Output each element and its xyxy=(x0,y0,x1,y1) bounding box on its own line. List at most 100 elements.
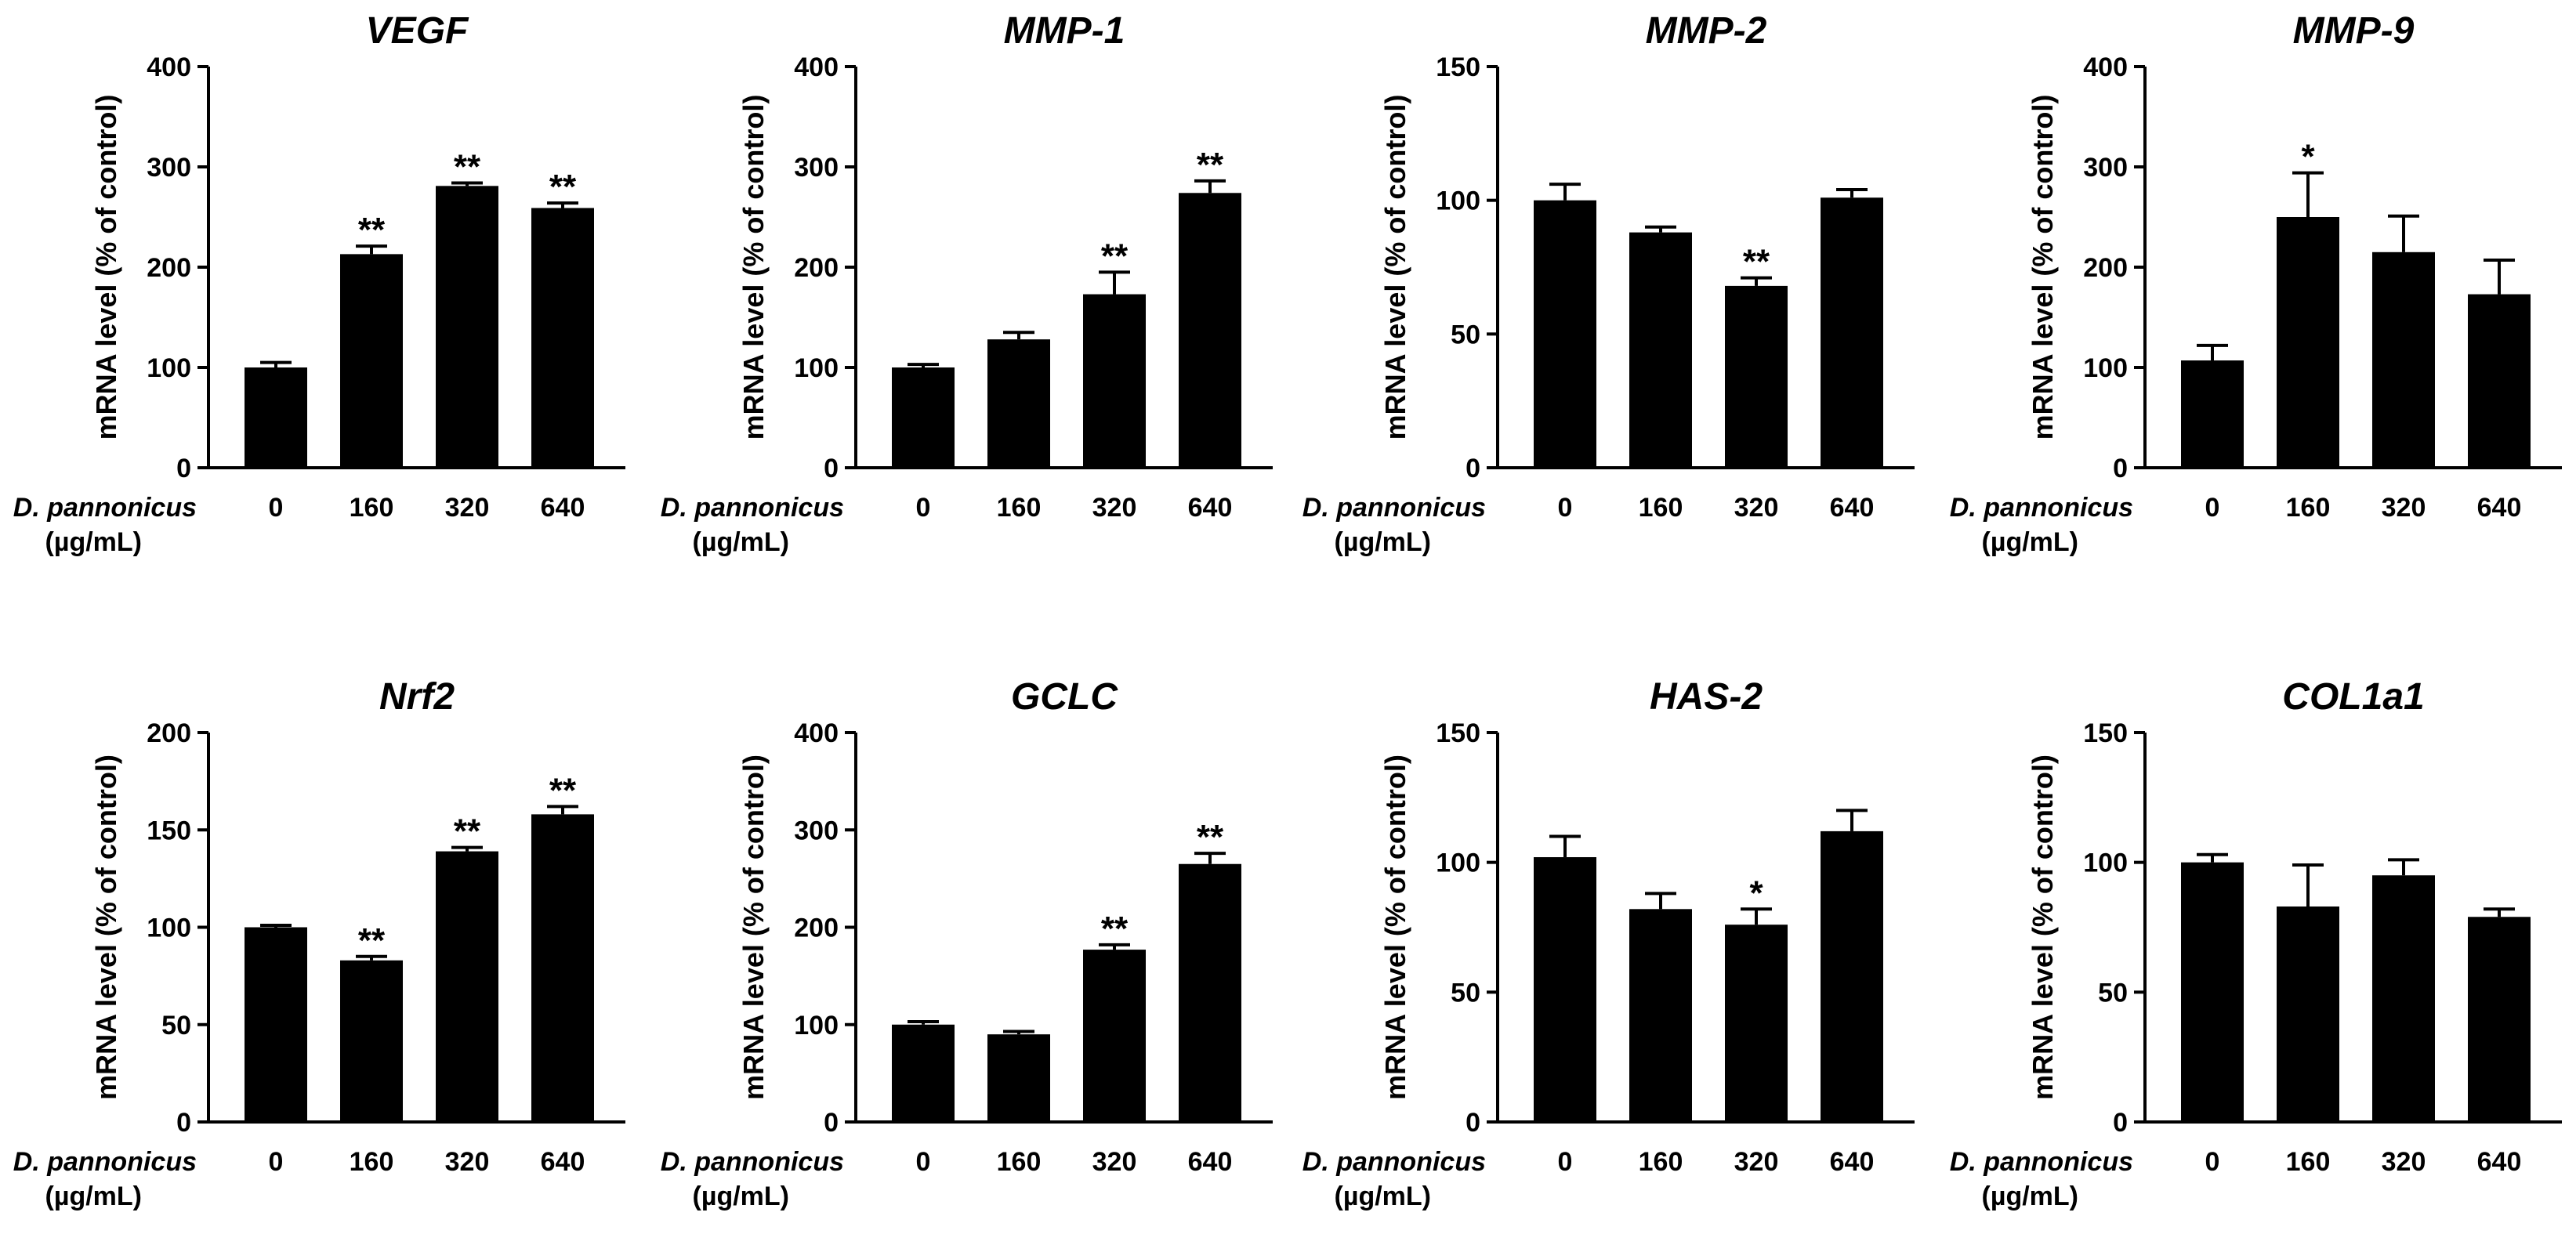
y-axis-label: mRNA level (% of control) xyxy=(2027,95,2059,440)
bar xyxy=(1725,285,1788,468)
y-axis-label: mRNA level (% of control) xyxy=(737,95,770,440)
y-tick-label: 0 xyxy=(176,1108,191,1138)
y-tick-label: 0 xyxy=(2113,1108,2128,1138)
bar xyxy=(1179,193,1241,468)
bar xyxy=(1821,831,1883,1122)
significance-label: ** xyxy=(454,812,481,851)
significance-label: ** xyxy=(1101,237,1129,275)
bar xyxy=(245,367,307,468)
bar xyxy=(1083,294,1146,468)
chart-mmp-9: MMP-9 0 100 200 300 400 mRNA level (% of contr… xyxy=(1950,10,2562,557)
chart-title: VEGF xyxy=(366,10,469,52)
x-tick-label: 160 xyxy=(997,493,1042,523)
x-tick-label: 0 xyxy=(269,1147,284,1177)
x-tick-label: 320 xyxy=(2382,493,2426,523)
significance-label: ** xyxy=(1743,243,1770,281)
x-axis-label: D. pannonicus xyxy=(661,1147,844,1177)
x-tick-label: 640 xyxy=(541,493,585,523)
y-tick-label: 100 xyxy=(794,353,839,383)
significance-label: ** xyxy=(454,147,481,186)
chart-title: HAS-2 xyxy=(1650,676,1763,718)
bar xyxy=(1534,200,1596,468)
x-tick-label: 640 xyxy=(1830,493,1875,523)
chart-vegf: VEGF 0 100 200 300 400 mRNA level (% of contro… xyxy=(13,10,625,557)
x-axis-unit-label: (µg/mL) xyxy=(1335,1182,1431,1211)
chart-nrf2: Nrf2 0 50 100 150 200 mRNA level (% of control… xyxy=(13,676,625,1211)
y-axis-label: mRNA level (% of control) xyxy=(1379,755,1411,1100)
bar xyxy=(436,186,498,468)
bar xyxy=(1534,857,1596,1122)
y-tick-label: 300 xyxy=(147,153,191,183)
significance-label: ** xyxy=(1197,146,1224,184)
bar xyxy=(531,814,594,1122)
x-axis-label: D. pannonicus xyxy=(13,1147,197,1177)
y-tick-label: 400 xyxy=(794,718,839,748)
x-tick-label: 640 xyxy=(1830,1147,1875,1177)
bar xyxy=(2181,360,2244,468)
bar xyxy=(2277,217,2339,468)
y-tick-label: 200 xyxy=(2083,253,2128,283)
chart-title: Nrf2 xyxy=(379,676,455,718)
x-tick-label: 320 xyxy=(1734,1147,1779,1177)
x-tick-label: 160 xyxy=(1639,493,1683,523)
significance-label: ** xyxy=(1197,818,1224,856)
y-axis-label: mRNA level (% of control) xyxy=(90,95,122,440)
chart-title: GCLC xyxy=(1011,676,1118,718)
y-tick-label: 150 xyxy=(1436,52,1480,82)
significance-label: ** xyxy=(358,211,386,249)
y-tick-label: 150 xyxy=(2083,718,2128,748)
x-tick-label: 320 xyxy=(1092,493,1137,523)
y-tick-label: 100 xyxy=(2083,849,2128,878)
x-tick-label: 640 xyxy=(2477,493,2522,523)
chart-title: MMP-9 xyxy=(2293,10,2415,52)
x-axis-unit-label: (µg/mL) xyxy=(45,1182,142,1211)
significance-label: ** xyxy=(549,771,577,809)
bar xyxy=(2468,917,2531,1122)
y-tick-label: 100 xyxy=(1436,186,1480,216)
y-tick-label: 100 xyxy=(2083,353,2128,383)
y-tick-label: 50 xyxy=(1451,320,1480,349)
x-tick-label: 160 xyxy=(1639,1147,1683,1177)
significance-label: * xyxy=(2301,138,2315,176)
bar xyxy=(1083,950,1146,1122)
x-tick-label: 160 xyxy=(2286,493,2331,523)
x-tick-label: 0 xyxy=(1558,493,1573,523)
x-tick-label: 0 xyxy=(2205,493,2220,523)
y-tick-label: 0 xyxy=(1466,1108,1480,1138)
significance-label: ** xyxy=(358,921,386,960)
bar xyxy=(2468,294,2531,468)
x-axis-unit-label: (µg/mL) xyxy=(693,1182,789,1211)
bar xyxy=(340,254,403,468)
y-tick-label: 200 xyxy=(147,253,191,283)
x-tick-label: 320 xyxy=(445,493,490,523)
bar xyxy=(1629,909,1692,1122)
y-axis-label: mRNA level (% of control) xyxy=(90,755,122,1100)
y-tick-label: 200 xyxy=(147,718,191,748)
x-tick-label: 0 xyxy=(916,1147,931,1177)
bar xyxy=(892,367,955,468)
x-axis-unit-label: (µg/mL) xyxy=(1335,527,1431,557)
bar xyxy=(1179,863,1241,1122)
x-tick-label: 320 xyxy=(1734,493,1779,523)
y-tick-label: 0 xyxy=(824,454,839,483)
chart-has-2: HAS-2 0 50 100 150 mRNA level (% of control) 0… xyxy=(1302,676,1915,1211)
x-tick-label: 320 xyxy=(445,1147,490,1177)
y-tick-label: 0 xyxy=(176,454,191,483)
x-axis-label: D. pannonicus xyxy=(661,493,844,523)
x-axis-label: D. pannonicus xyxy=(1302,1147,1486,1177)
y-tick-label: 300 xyxy=(794,153,839,183)
y-tick-label: 50 xyxy=(1451,978,1480,1008)
y-tick-label: 300 xyxy=(2083,153,2128,183)
bar xyxy=(1725,925,1788,1122)
chart-mmp-2: MMP-2 0 50 100 150 mRNA level (% of control) 0… xyxy=(1302,10,1915,557)
y-tick-label: 150 xyxy=(147,816,191,845)
significance-label: ** xyxy=(1101,910,1129,948)
x-axis-label: D. pannonicus xyxy=(13,493,197,523)
y-tick-label: 100 xyxy=(1436,849,1480,878)
y-tick-label: 100 xyxy=(147,353,191,383)
x-tick-label: 320 xyxy=(2382,1147,2426,1177)
y-tick-label: 0 xyxy=(1466,454,1480,483)
x-tick-label: 0 xyxy=(916,493,931,523)
y-tick-label: 0 xyxy=(824,1108,839,1138)
x-tick-label: 160 xyxy=(350,493,394,523)
